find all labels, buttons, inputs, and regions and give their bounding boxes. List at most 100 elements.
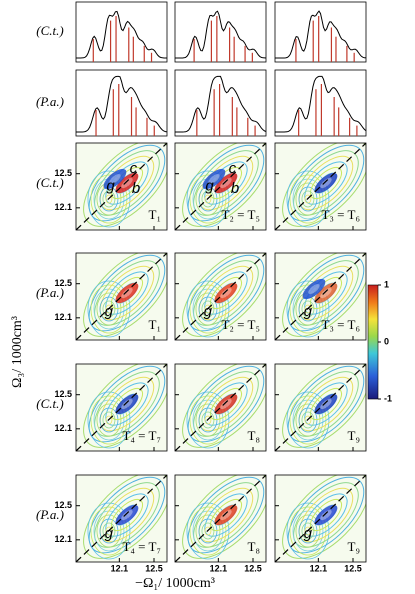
contour (295, 403, 321, 437)
contour (209, 498, 243, 532)
contour (87, 391, 131, 449)
row-label: (P.a.) (36, 94, 64, 109)
row-label: (C.t.) (36, 396, 63, 411)
contour (287, 365, 365, 443)
contour-core (308, 283, 320, 295)
contour-map (275, 364, 366, 451)
row-label: (P.a.) (36, 285, 64, 300)
colorbar-tick-label: 1 (384, 279, 389, 289)
contour (105, 526, 113, 536)
contour (87, 502, 131, 560)
contour (88, 476, 166, 554)
contour-core (202, 168, 226, 190)
y-axis-label: Ω₃/ 1000cm³ (10, 316, 25, 388)
annotation: g (105, 303, 114, 320)
diagonal (275, 475, 366, 562)
contour (286, 502, 330, 560)
map-frame (274, 252, 367, 341)
contour (110, 498, 144, 532)
contour (96, 292, 122, 326)
contour (110, 276, 144, 310)
row-label: (C.t.) (36, 175, 63, 190)
contour-core (220, 287, 232, 299)
contour-core (214, 393, 238, 415)
contour-map (275, 475, 366, 562)
spectrum-frame (274, 69, 367, 137)
contour (204, 271, 248, 315)
x-tick-label: 12.1 (210, 563, 228, 573)
contour-core (320, 509, 332, 521)
contour-core (314, 172, 338, 194)
contour-map (76, 364, 167, 451)
contour (287, 254, 365, 332)
contour (105, 382, 149, 426)
contour-core (103, 168, 127, 190)
diagonal (275, 364, 366, 451)
contour (301, 522, 315, 540)
contour (295, 514, 321, 548)
contour (201, 190, 215, 208)
y-tick-label: 12.5 (54, 500, 72, 510)
x-axis-label: −Ω₁/ 1000cm³ (135, 576, 215, 591)
contour-map (76, 143, 167, 230)
contour (102, 300, 116, 318)
colorbar-tick-label: -1 (384, 393, 392, 403)
contour (105, 493, 149, 537)
annotation: b (231, 180, 239, 197)
panel-label: T₉ (348, 539, 360, 554)
contour (286, 280, 330, 338)
contour-core (121, 177, 133, 189)
contour (304, 382, 348, 426)
contour (304, 304, 312, 314)
spectrum-frame (274, 1, 367, 63)
row-label: (C.t.) (36, 23, 63, 38)
contour (195, 292, 221, 326)
diagonal (175, 475, 266, 562)
contour (309, 498, 343, 532)
contour (102, 411, 116, 429)
map-frame (75, 474, 168, 563)
panel-label: T₈ (248, 539, 260, 554)
contour (88, 144, 166, 222)
contour (309, 387, 343, 421)
contour (186, 170, 230, 228)
spectrum-curve (76, 75, 168, 133)
spectrum-curve (275, 10, 367, 59)
contour (186, 502, 230, 560)
colorbar (367, 284, 379, 400)
contour-core (109, 173, 121, 185)
contour-core (115, 504, 139, 526)
contour-core (302, 278, 326, 300)
annotation: g (205, 177, 214, 194)
contour (204, 382, 248, 426)
map-frame (174, 252, 267, 341)
diagonal (175, 364, 266, 451)
contour (304, 161, 348, 205)
panel-label: T₄ = T₇ (122, 539, 161, 554)
map-frame (174, 474, 267, 563)
contour-map (76, 253, 167, 340)
contour-core (214, 172, 238, 194)
spectrum-curve (275, 75, 367, 133)
panel-label: T₂ = T₅ (221, 207, 260, 222)
contour (102, 190, 116, 208)
spectrum-frame (174, 69, 267, 137)
contour-core (115, 282, 139, 304)
spectrum-frame (75, 1, 168, 63)
contour (286, 170, 330, 228)
panel-label: T₁ (149, 207, 161, 222)
panel-label: T₃ = T₆ (321, 207, 360, 222)
contour (110, 387, 144, 421)
contour (209, 387, 243, 421)
annotation: g (304, 303, 313, 320)
contour-map (175, 253, 266, 340)
contour-map (175, 143, 266, 230)
y-tick-label: 12.1 (54, 423, 72, 433)
contour-core (121, 398, 133, 410)
map-frame (174, 363, 267, 452)
contour (187, 476, 265, 554)
x-tick-label: 12.5 (344, 563, 362, 573)
spectrum-frame (75, 69, 168, 137)
contour-core (220, 509, 232, 521)
